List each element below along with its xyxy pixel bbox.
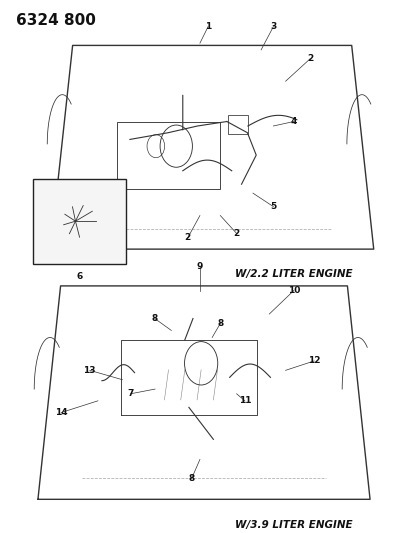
Bar — [228, 115, 248, 134]
Text: 1: 1 — [205, 22, 211, 31]
Text: W/3.9 LITER ENGINE: W/3.9 LITER ENGINE — [235, 520, 353, 530]
Text: 12: 12 — [308, 357, 320, 366]
Text: 14: 14 — [55, 408, 67, 417]
Text: 7: 7 — [127, 389, 134, 398]
Text: 5: 5 — [270, 202, 277, 211]
Text: 2: 2 — [307, 54, 313, 63]
Bar — [117, 122, 220, 189]
Text: 2: 2 — [184, 233, 191, 243]
Text: 6: 6 — [76, 272, 83, 281]
Text: 4: 4 — [290, 117, 297, 126]
Text: 13: 13 — [84, 366, 96, 375]
Text: 6324 800: 6324 800 — [16, 13, 96, 28]
Text: 10: 10 — [288, 286, 300, 295]
Text: 8: 8 — [217, 319, 224, 328]
Text: 2: 2 — [233, 229, 240, 238]
Text: W/2.2 LITER ENGINE: W/2.2 LITER ENGINE — [235, 269, 353, 279]
Text: 8: 8 — [152, 314, 158, 323]
Text: 8: 8 — [188, 474, 195, 483]
Bar — [33, 179, 126, 264]
Text: 11: 11 — [239, 397, 251, 405]
Text: 3: 3 — [270, 22, 277, 31]
Text: 9: 9 — [197, 262, 203, 271]
